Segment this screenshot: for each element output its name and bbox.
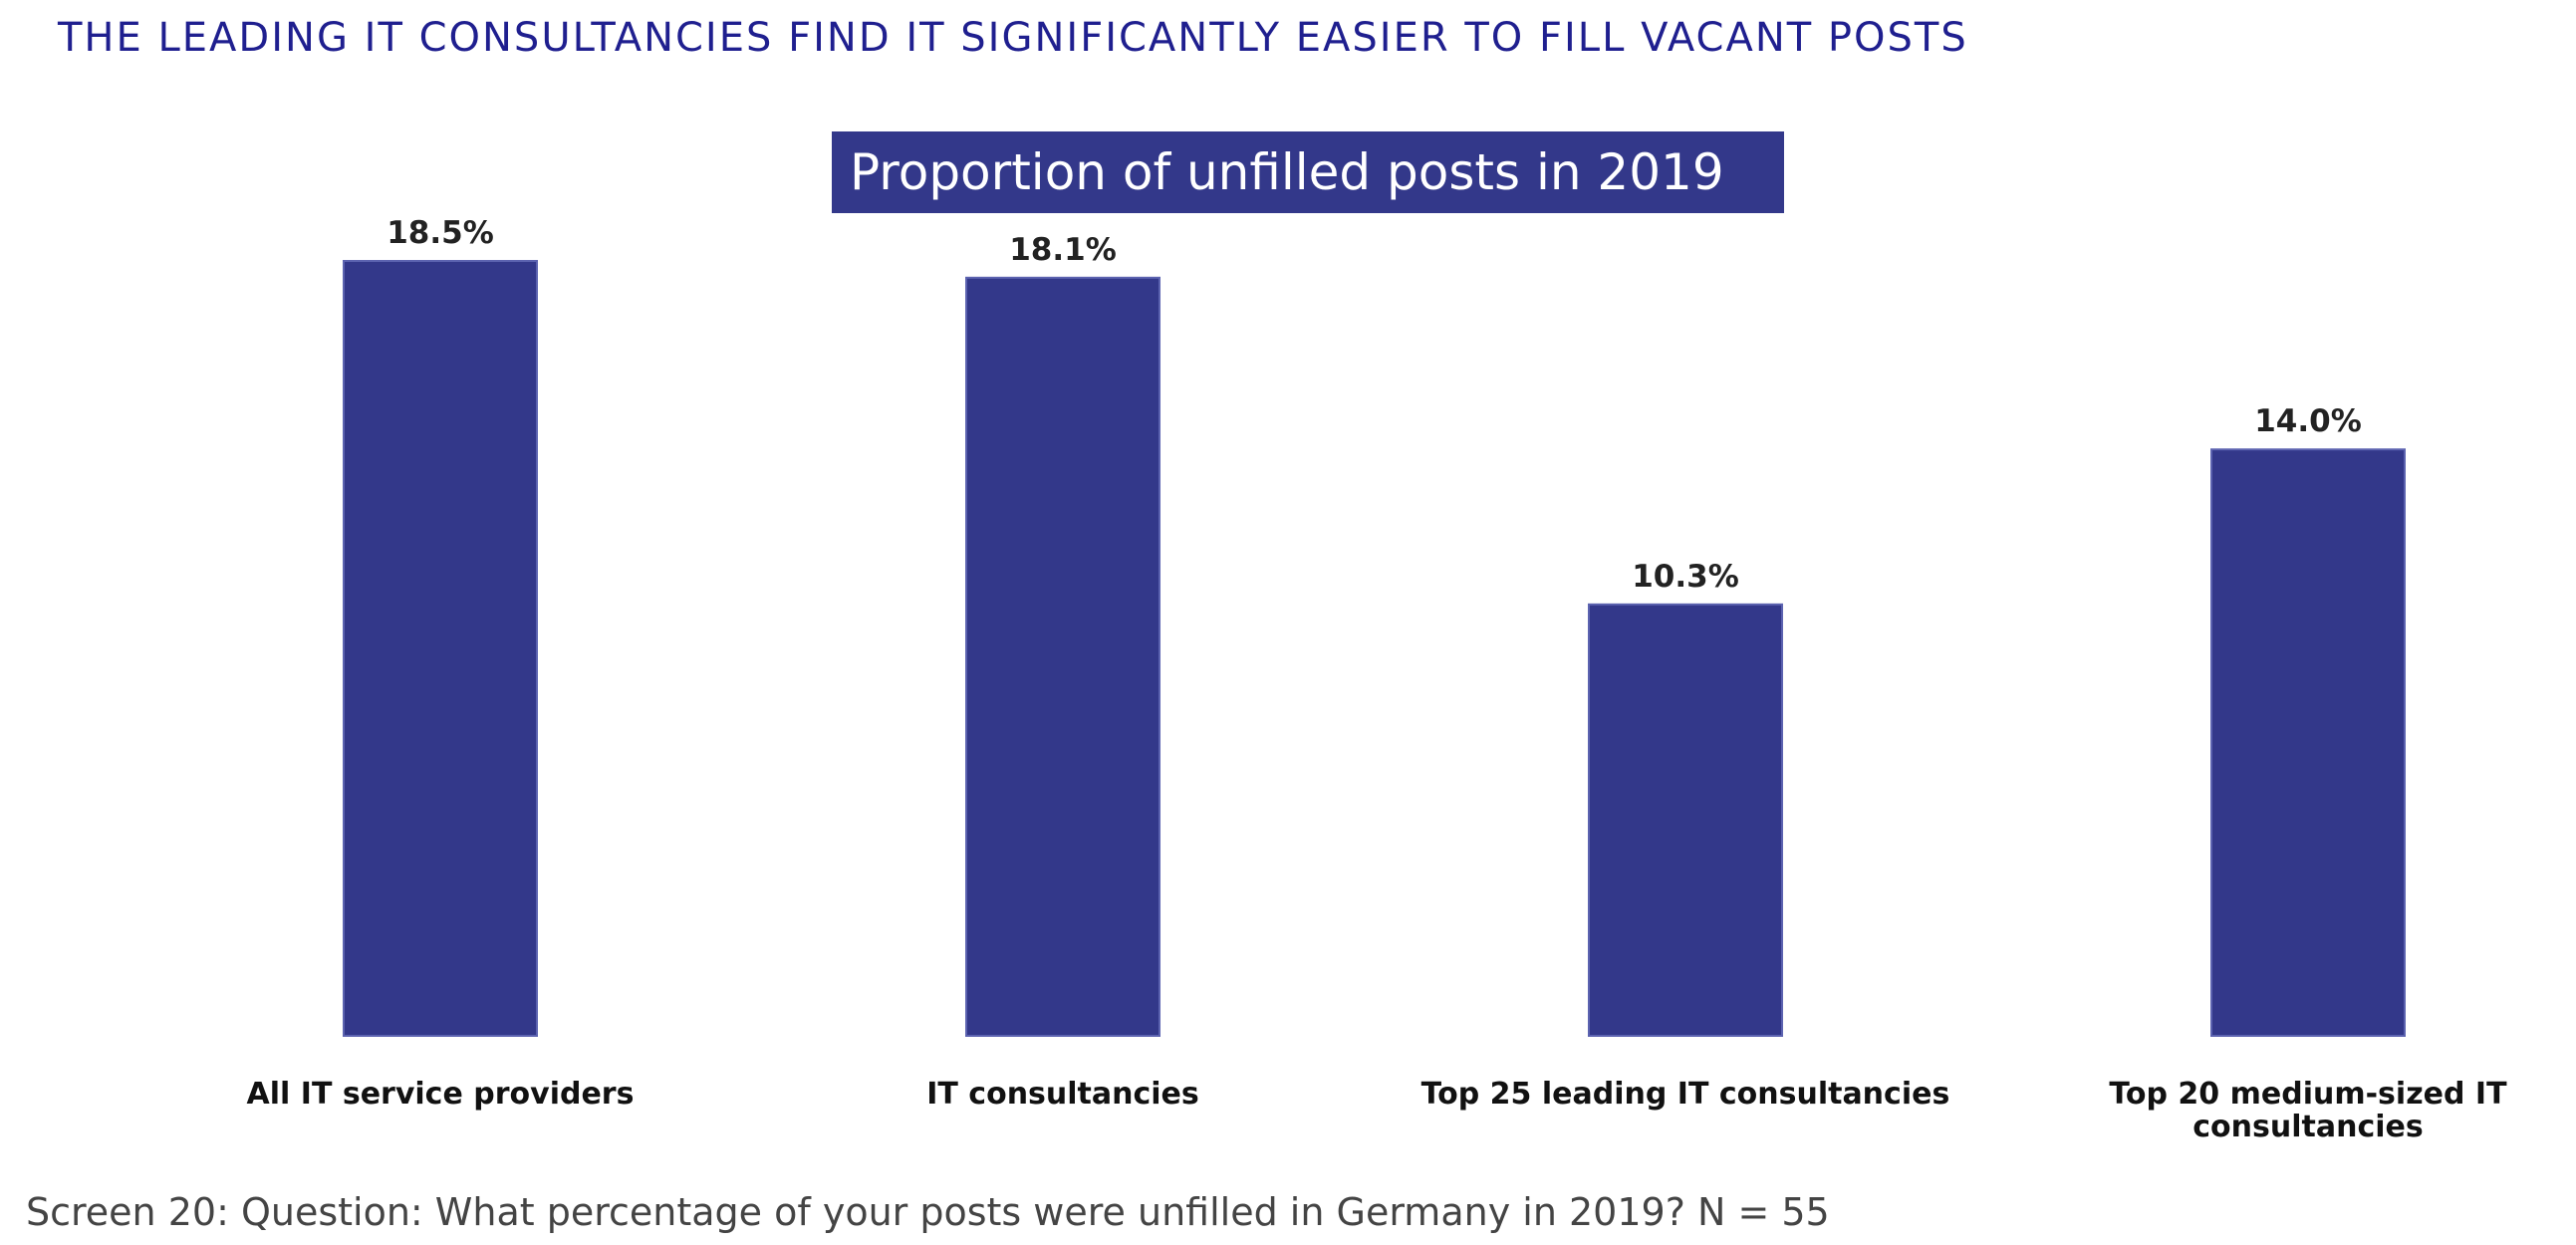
value-label-3: 14.0% (2254, 403, 2362, 439)
bar-1 (965, 276, 1160, 1038)
chart-title-box: Proportion of unfilled posts in 2019 (832, 131, 1784, 213)
category-label-3: Top 20 medium-sized IT consultancies (2109, 1077, 2507, 1144)
category-label-0: All IT service providers (247, 1077, 635, 1112)
bar-3 (2210, 448, 2406, 1038)
value-label-1: 18.1% (1009, 232, 1117, 268)
bar-0 (343, 260, 538, 1037)
category-label-2: Top 25 leading IT consultancies (1421, 1077, 1950, 1112)
footnote: Screen 20: Question: What percentage of … (26, 1190, 1830, 1234)
category-label-1: IT consultancies (926, 1077, 1199, 1112)
category-label-line: All IT service providers (247, 1077, 635, 1112)
category-label-line: IT consultancies (926, 1077, 1199, 1112)
bar-2 (1588, 603, 1783, 1038)
headline: THE LEADING IT CONSULTANCIES FIND IT SIG… (58, 15, 1968, 61)
value-label-2: 10.3% (1632, 559, 1739, 595)
category-label-line: Top 25 leading IT consultancies (1421, 1077, 1950, 1112)
value-label-0: 18.5% (386, 215, 494, 251)
chart-title: Proportion of unfilled posts in 2019 (850, 143, 1724, 201)
category-label-line: consultancies (2192, 1110, 2423, 1144)
category-label-line: Top 20 medium-sized IT (2109, 1077, 2507, 1112)
